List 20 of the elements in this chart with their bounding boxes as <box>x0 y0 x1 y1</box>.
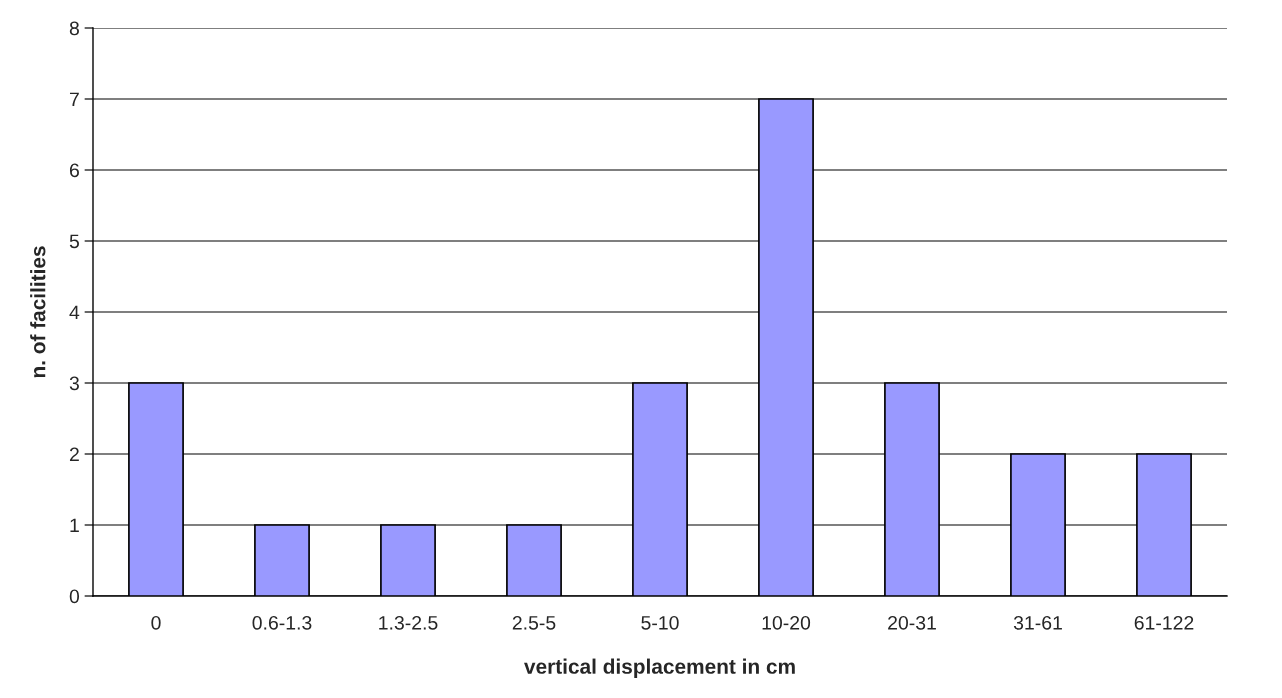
y-tick-label: 5 <box>69 234 79 249</box>
x-tick-label: 5-10 <box>641 615 679 630</box>
x-tick-label: 31-61 <box>1013 615 1062 630</box>
y-tick-label: 6 <box>69 163 79 178</box>
y-tick-label: 1 <box>70 518 79 533</box>
x-tick-label: 2.5-5 <box>512 615 556 630</box>
x-tick-label: 0.6-1.3 <box>252 615 312 630</box>
x-tick-label: 0 <box>151 615 161 630</box>
y-tick-label: 2 <box>69 447 79 462</box>
x-tick-label: 1.3-2.5 <box>379 615 438 630</box>
x-tick-label: 61-122 <box>1134 615 1194 630</box>
y-tick-label: 8 <box>69 21 79 36</box>
x-axis-title: vertical displacement in cm <box>524 658 795 678</box>
x-tick-label: 20-31 <box>888 615 936 630</box>
y-tick-label: 3 <box>69 376 79 391</box>
y-tick-label: 0 <box>69 589 80 604</box>
x-tick-label: 10-20 <box>762 615 811 630</box>
y-tick-label: 7 <box>69 92 79 107</box>
y-tick-label: 4 <box>69 305 80 320</box>
y-axis-title: n. of facilities <box>30 246 46 378</box>
